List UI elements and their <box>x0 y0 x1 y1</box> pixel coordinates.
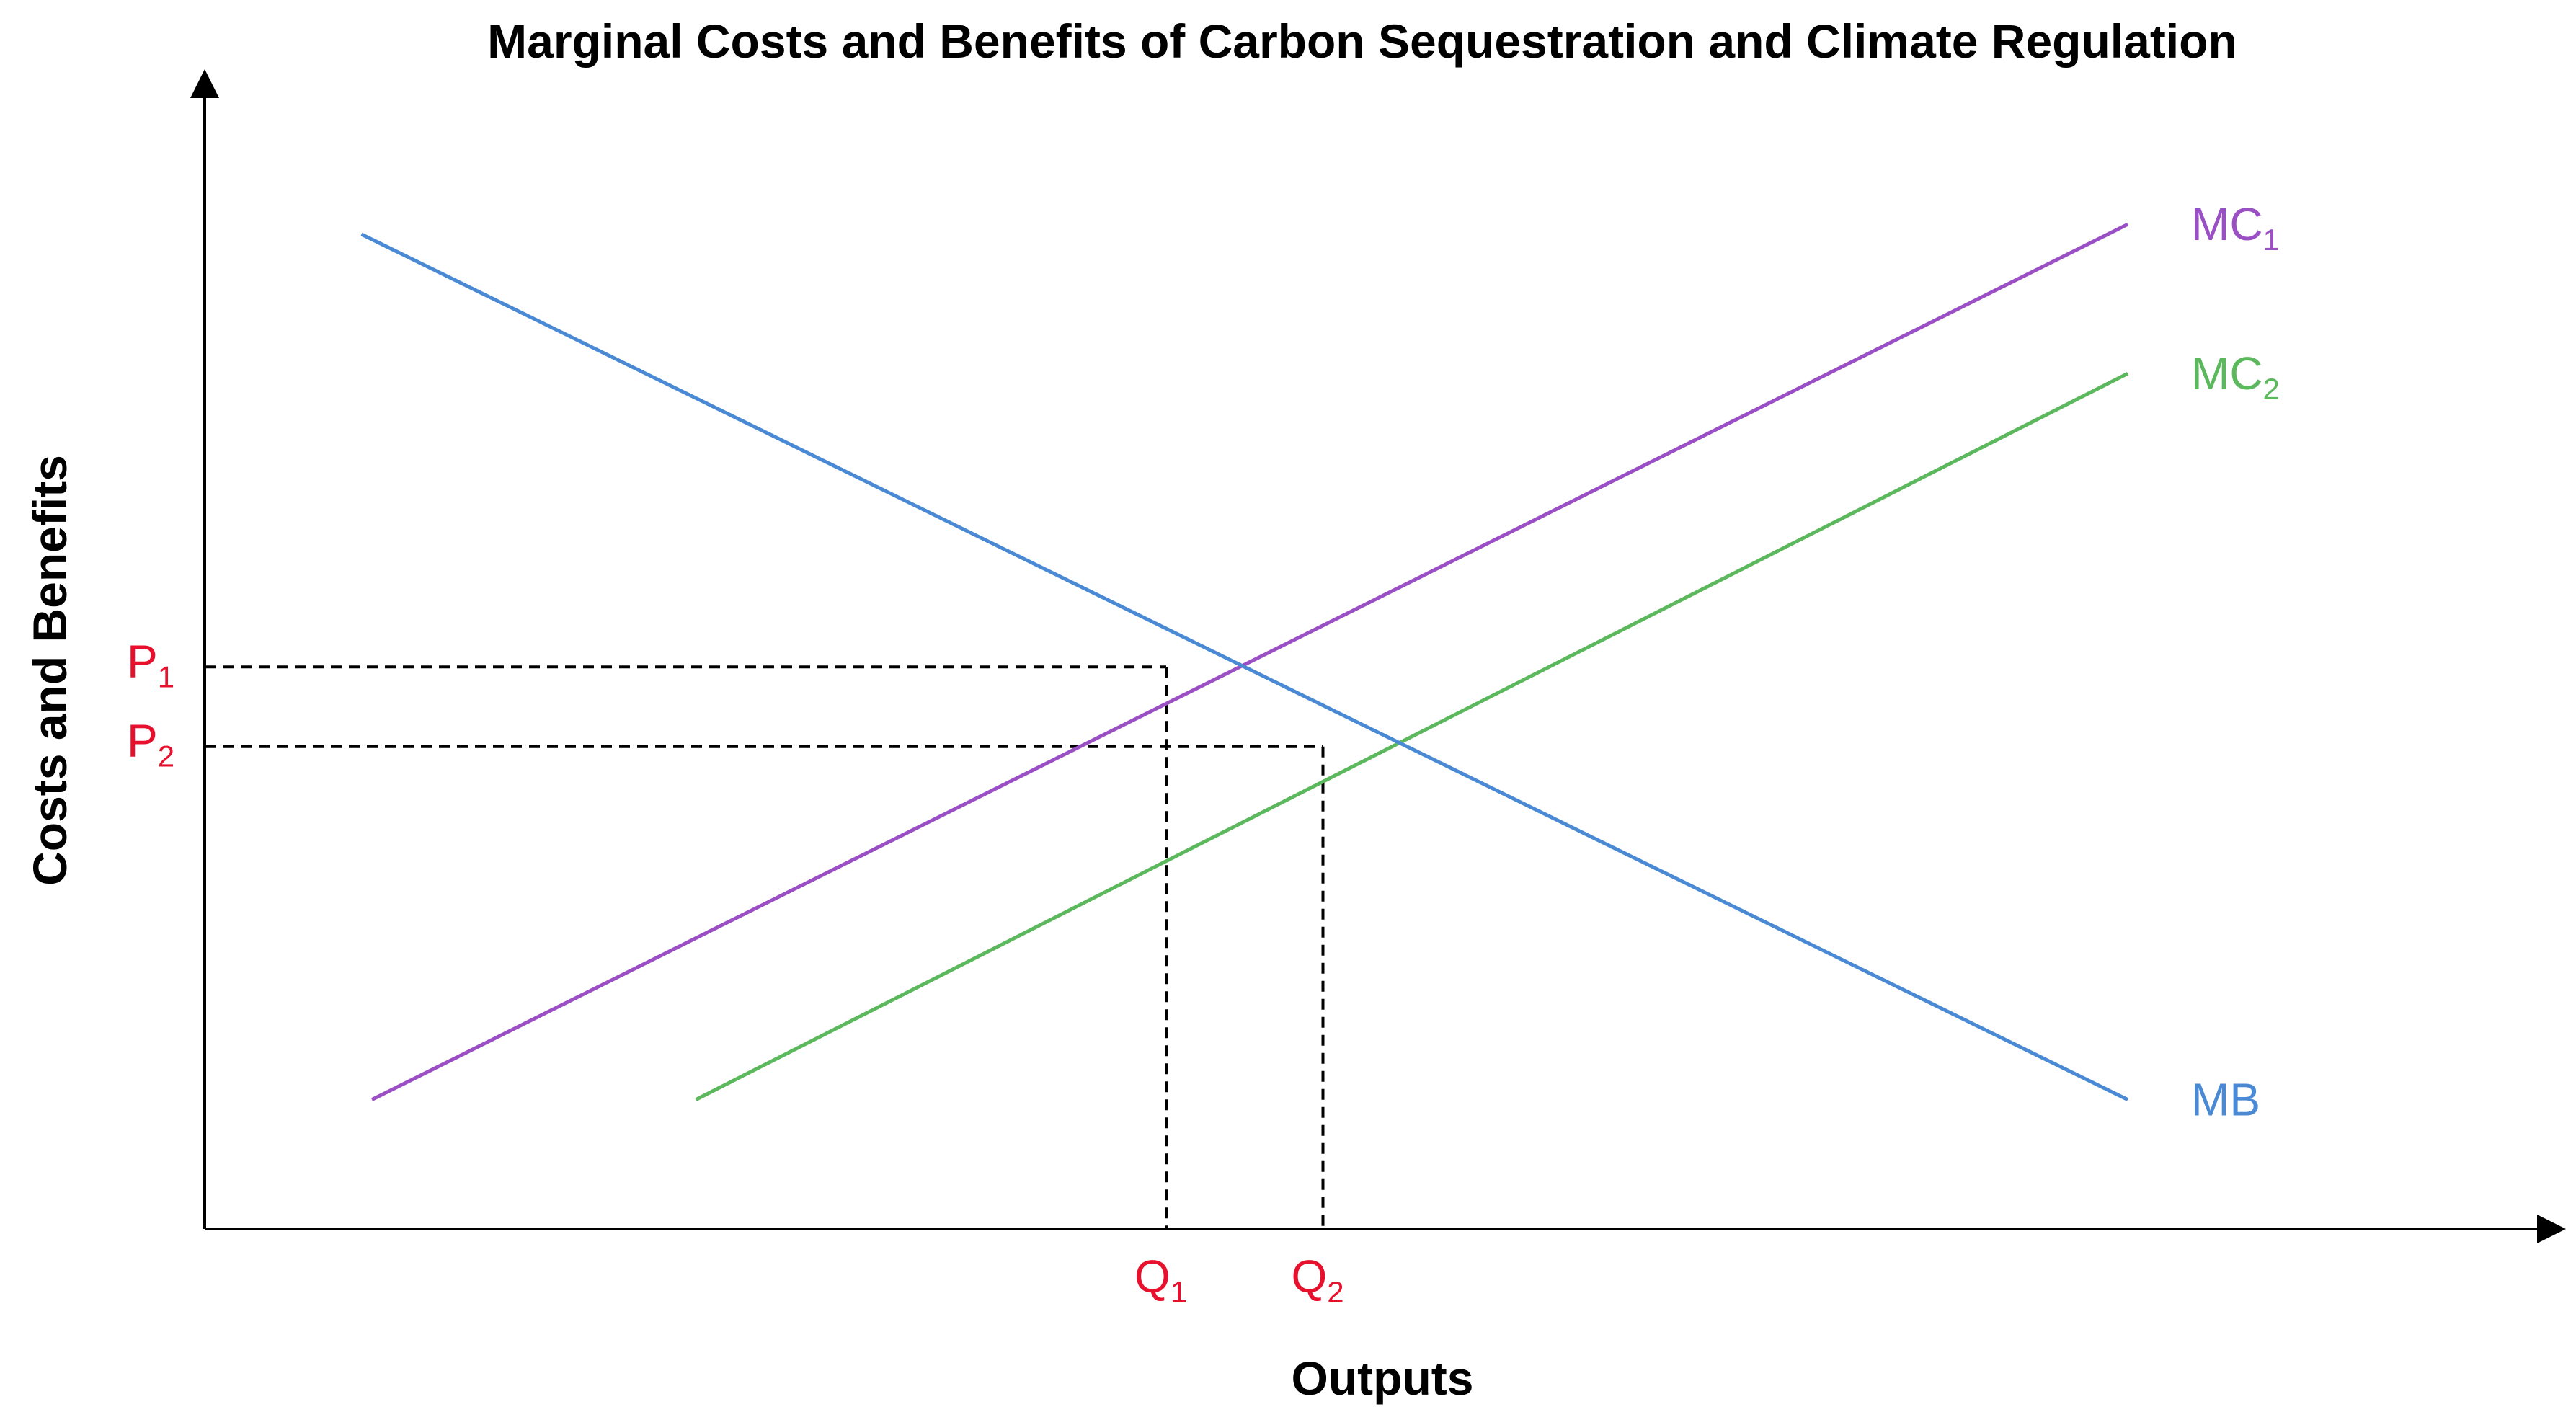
price-label-1-main: P <box>127 635 158 687</box>
quantity-label-1-main: Q <box>1134 1251 1171 1302</box>
price-label-1-sub: 1 <box>158 660 174 693</box>
price-label-2-main: P <box>127 715 158 767</box>
series-line-mc1 <box>370 222 2129 1101</box>
quantity-label-1-sub: 1 <box>1171 1275 1187 1309</box>
series-label-mc2-sub: 2 <box>2263 372 2280 406</box>
series-label-mc2-main: MC <box>2191 347 2263 399</box>
price-label-1: P1 <box>127 635 174 693</box>
guide-lines <box>205 665 1325 1229</box>
series-line-mc2 <box>695 371 2129 1101</box>
chart-title: Marginal Costs and Benefits of Carbon Se… <box>487 14 2237 68</box>
series-label-mc2: MC2 <box>2191 347 2280 406</box>
x-axis-label: Outputs <box>1292 1351 1474 1405</box>
series-line-mb <box>360 232 2129 1101</box>
price-label-2-sub: 2 <box>158 740 174 773</box>
quantity-label-2-sub: 2 <box>1327 1275 1343 1309</box>
price-label-2: P2 <box>127 715 174 773</box>
series-label-mb-main: MB <box>2191 1074 2260 1126</box>
quantity-label-1: Q1 <box>1134 1251 1187 1309</box>
series-label-mc1: MC1 <box>2191 198 2280 257</box>
series-label-mc1-main: MC <box>2191 198 2263 250</box>
y-axis-label: Costs and Benefits <box>23 455 76 886</box>
series-label-mc1-sub: 1 <box>2263 223 2280 257</box>
quantity-label-2: Q2 <box>1292 1251 1344 1309</box>
series-label-mb: MB <box>2191 1074 2260 1126</box>
series-lines <box>360 222 2129 1101</box>
quantity-label-2-main: Q <box>1292 1251 1328 1302</box>
